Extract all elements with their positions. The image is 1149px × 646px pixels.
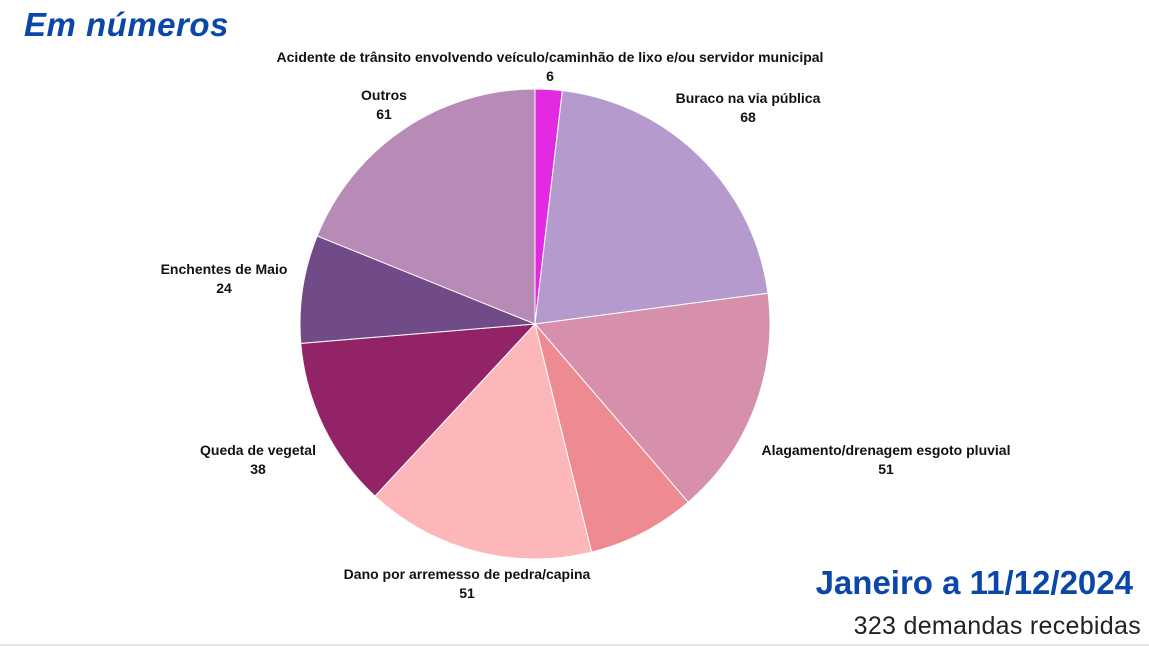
- slice-value: 51: [878, 461, 894, 477]
- page-title: Em números: [24, 6, 229, 43]
- slice-label: Alagamento/drenagem esgoto pluvial: [762, 442, 1011, 458]
- period-title: Janeiro a 11/12/2024: [815, 564, 1133, 601]
- demands-summary: 323 demandas recebidas: [853, 612, 1141, 640]
- slice-value: 6: [546, 68, 554, 84]
- slice-label: Acidente de trânsito envolvendo veículo/…: [277, 49, 824, 65]
- slice-label: Buraco na via pública: [676, 90, 821, 106]
- pie-slice: [300, 323, 537, 497]
- slice-value: 51: [459, 585, 475, 601]
- pie-slice: [316, 88, 536, 325]
- slice-label: Queda de vegetal: [200, 442, 316, 458]
- pie-slice: [534, 323, 689, 553]
- pie-slice: [299, 235, 536, 344]
- slice-label: Enchentes de Maio: [161, 261, 288, 277]
- slice-label: Dano por arremesso de pedra/capina: [344, 566, 591, 582]
- slice-label: Outros: [361, 87, 407, 103]
- slice-value: 61: [376, 106, 392, 122]
- pie-slice: [374, 322, 593, 560]
- slice-value: 68: [740, 109, 756, 125]
- pie-slice: [534, 292, 771, 503]
- pie-slice: [534, 90, 769, 325]
- slice-value: 24: [216, 280, 232, 296]
- bottom-divider: [0, 644, 1149, 646]
- slice-value: 38: [250, 461, 266, 477]
